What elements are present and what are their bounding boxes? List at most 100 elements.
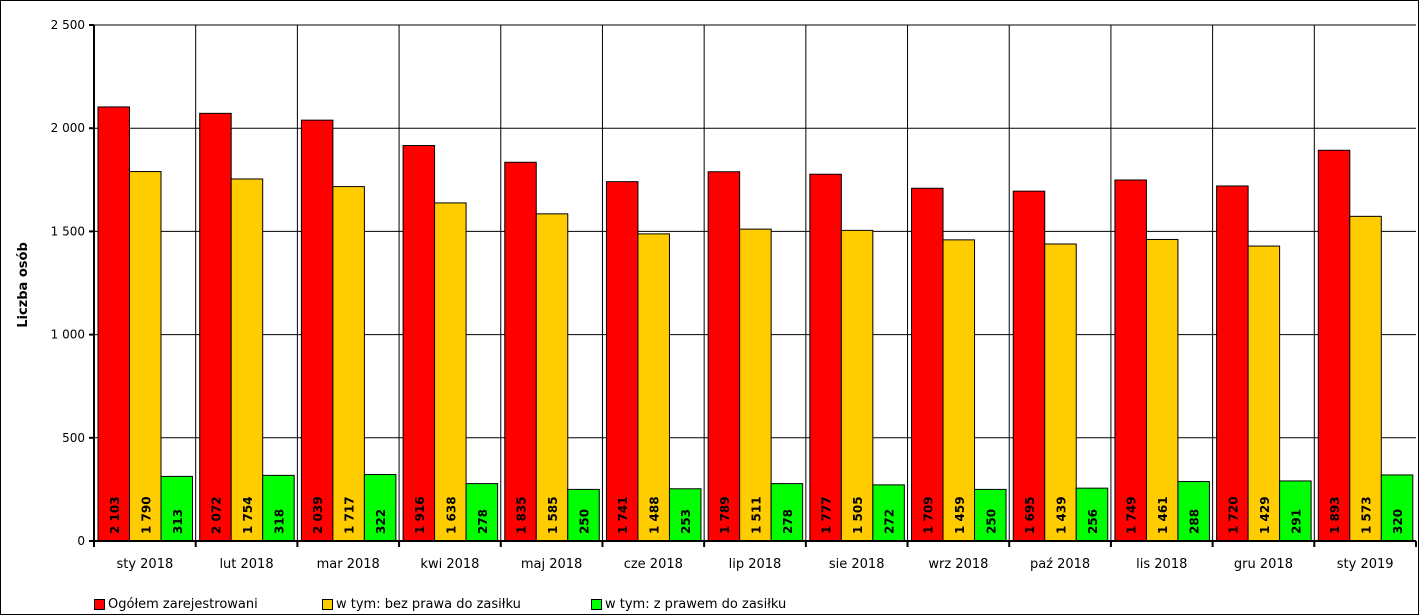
x-tick-label: sty 2019 (1337, 557, 1394, 572)
bar (1380, 474, 1414, 542)
bar-value-label: 1 505 (851, 496, 865, 534)
bar (942, 239, 976, 542)
bar-value-label: 1 709 (921, 496, 935, 534)
bar-value-label: 1 754 (241, 496, 255, 534)
bar (1075, 487, 1109, 542)
bar-value-label: 278 (781, 509, 795, 534)
x-tick-label: sie 2018 (829, 557, 885, 572)
legend-item-without-benefit: w tym: bez prawa do zasiłku (322, 595, 591, 613)
legend-label: Ogółem zarejestrowani (108, 596, 258, 612)
y-tick-label: 500 (62, 431, 85, 445)
y-tick-label: 1 000 (51, 328, 85, 342)
bar-value-label: 2 039 (311, 496, 325, 534)
legend-swatch-green (591, 598, 602, 610)
legend-label: w tym: bez prawa do zasiłku (336, 596, 521, 612)
bar (809, 173, 842, 542)
bar-value-label: 1 695 (1023, 496, 1037, 534)
y-axis-label: Liczba osób (16, 242, 31, 328)
bar (1317, 149, 1351, 542)
bar (1012, 190, 1046, 542)
legend: Ogółem zarejestrowani w tym: bez prawa d… (94, 595, 786, 613)
bars: 2 103 1 790 313 2 072 1 754 318 2 039 1 717 322 1… (97, 106, 1414, 542)
x-tick-label: lip 2018 (729, 557, 782, 572)
x-tick-label: paź 2018 (1030, 557, 1090, 572)
bar-value-label: 253 (679, 509, 693, 534)
bar (872, 484, 905, 542)
bar (332, 186, 365, 542)
bar (199, 112, 232, 542)
legend-label: w tym: z prawem do zasiłku (605, 596, 787, 612)
bar-value-label: 1 717 (343, 496, 357, 534)
legend-swatch-yellow (322, 598, 333, 610)
bar (262, 474, 295, 542)
y-tick-label: 2 500 (51, 18, 85, 32)
bar-value-label: 1 585 (546, 496, 560, 534)
bar (160, 475, 193, 542)
bar-value-label: 256 (1086, 509, 1100, 534)
bar-value-label: 1 439 (1054, 496, 1068, 534)
bar (535, 213, 569, 542)
y-tick-label: 2 000 (51, 121, 85, 135)
bar (974, 488, 1007, 542)
legend-item-with-benefit: w tym: z prawem do zasiłku (591, 595, 786, 613)
x-tick-label: sty 2018 (116, 557, 173, 572)
legend-swatch-red (94, 598, 105, 610)
y-tick-label: 0 (77, 534, 85, 548)
bar-value-label: 1 741 (616, 496, 630, 534)
bar-value-label: 1 789 (718, 496, 732, 534)
bar-value-label: 250 (578, 509, 592, 534)
bar (911, 187, 944, 542)
bar-value-label: 322 (374, 509, 388, 534)
bar (1114, 179, 1147, 542)
bar-value-label: 1 459 (953, 496, 967, 534)
bar-value-label: 278 (476, 509, 490, 534)
x-tick-label: lis 2018 (1136, 557, 1187, 572)
bar-value-label: 320 (1391, 509, 1405, 534)
bar (707, 171, 741, 542)
bar (840, 229, 874, 542)
bar-value-label: 1 573 (1360, 496, 1374, 534)
bar-value-label: 1 916 (413, 496, 427, 534)
x-tick-label: cze 2018 (624, 557, 683, 572)
bar-value-label: 272 (883, 509, 897, 534)
bar-value-label: 1 720 (1226, 496, 1240, 534)
bar-value-label: 1 488 (648, 496, 662, 534)
bar (739, 228, 772, 542)
bar (770, 483, 804, 542)
x-tick-label: mar 2018 (317, 557, 380, 572)
bar-value-label: 1 835 (515, 496, 529, 534)
bar-value-label: 1 511 (749, 496, 763, 534)
bar (300, 119, 334, 542)
bar-value-label: 1 749 (1125, 496, 1139, 534)
axes: 0 500 1 000 1 500 2 000 2 500 sty 2018 lut 2018… (51, 18, 1417, 572)
x-tick-label: kwi 2018 (420, 557, 479, 572)
bar-value-label: 288 (1188, 509, 1202, 534)
bar-value-label: 1 777 (820, 496, 834, 534)
bar-value-label: 1 461 (1156, 496, 1170, 534)
bar (605, 181, 639, 542)
bar-value-label: 291 (1289, 509, 1303, 534)
bar-value-label: 1 790 (139, 496, 153, 534)
bar (97, 106, 130, 542)
bar (1216, 185, 1249, 542)
bar-value-label: 313 (171, 509, 185, 534)
bar (567, 488, 600, 542)
x-tick-label: wrz 2018 (928, 557, 988, 572)
bar-value-label: 318 (272, 509, 286, 534)
bar (402, 145, 436, 542)
bar (434, 202, 467, 542)
bar (465, 483, 499, 542)
bar-value-label: 2 103 (108, 496, 122, 534)
x-tick-label: gru 2018 (1234, 557, 1293, 572)
bar-value-label: 1 638 (444, 496, 458, 534)
bar-value-label: 1 429 (1258, 496, 1272, 534)
bar (1349, 215, 1382, 542)
bar (668, 488, 702, 542)
bar (1044, 243, 1077, 542)
legend-item-total: Ogółem zarejestrowani (94, 595, 322, 613)
bar (504, 161, 537, 542)
bar-value-label: 1 893 (1328, 496, 1342, 534)
bar (230, 178, 264, 542)
